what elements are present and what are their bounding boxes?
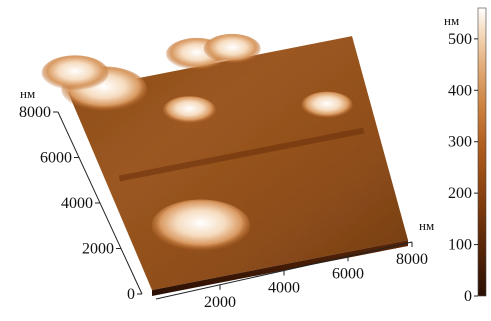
surface-grains <box>41 33 353 252</box>
y-axis-ticks: 0 2000 4000 6000 8000 <box>19 104 142 303</box>
z-tick-label: 300 <box>448 134 472 151</box>
x-tick-label: 6000 <box>332 265 364 282</box>
z-tick-label: 500 <box>448 31 472 48</box>
z-tick-label: 400 <box>448 82 472 99</box>
axes: 0 2000 4000 6000 8000 2000 4000 6000 8000 нм нм <box>19 86 434 311</box>
z-axis-ticks: 0 100 200 300 400 500 <box>448 31 478 305</box>
x-axis-ticks: 2000 4000 6000 8000 <box>204 242 428 311</box>
y-tick-label: 8000 <box>19 104 51 121</box>
grain-grain-corner <box>41 55 109 91</box>
grain-large-grain-front <box>151 199 251 252</box>
surface-plot <box>41 33 408 296</box>
grain-grain-right <box>301 91 353 119</box>
z-tick-label: 0 <box>464 288 472 305</box>
z-tick-label: 200 <box>448 185 472 202</box>
grain-grain-middle <box>163 96 216 124</box>
color-scale-gradient <box>477 7 487 297</box>
y-tick-label: 2000 <box>82 241 114 258</box>
grain-grain-top-right <box>203 33 261 64</box>
color-scale-bar: нм 0 100 200 300 400 500 <box>444 7 487 305</box>
y-tick-label: 4000 <box>61 195 93 212</box>
x-tick-label: 4000 <box>268 280 300 297</box>
z-axis-unit: нм <box>444 13 459 28</box>
x-tick-label: 2000 <box>204 294 236 311</box>
x-tick-label: 8000 <box>396 251 428 268</box>
surface-ridge <box>118 127 365 182</box>
y-axis-unit: нм <box>20 86 35 101</box>
surface-front-side <box>152 240 408 296</box>
z-tick-label: 100 <box>448 237 472 254</box>
y-tick-label: 0 <box>127 286 135 303</box>
y-tick-label: 6000 <box>40 150 72 167</box>
x-axis-unit: нм <box>419 218 434 233</box>
